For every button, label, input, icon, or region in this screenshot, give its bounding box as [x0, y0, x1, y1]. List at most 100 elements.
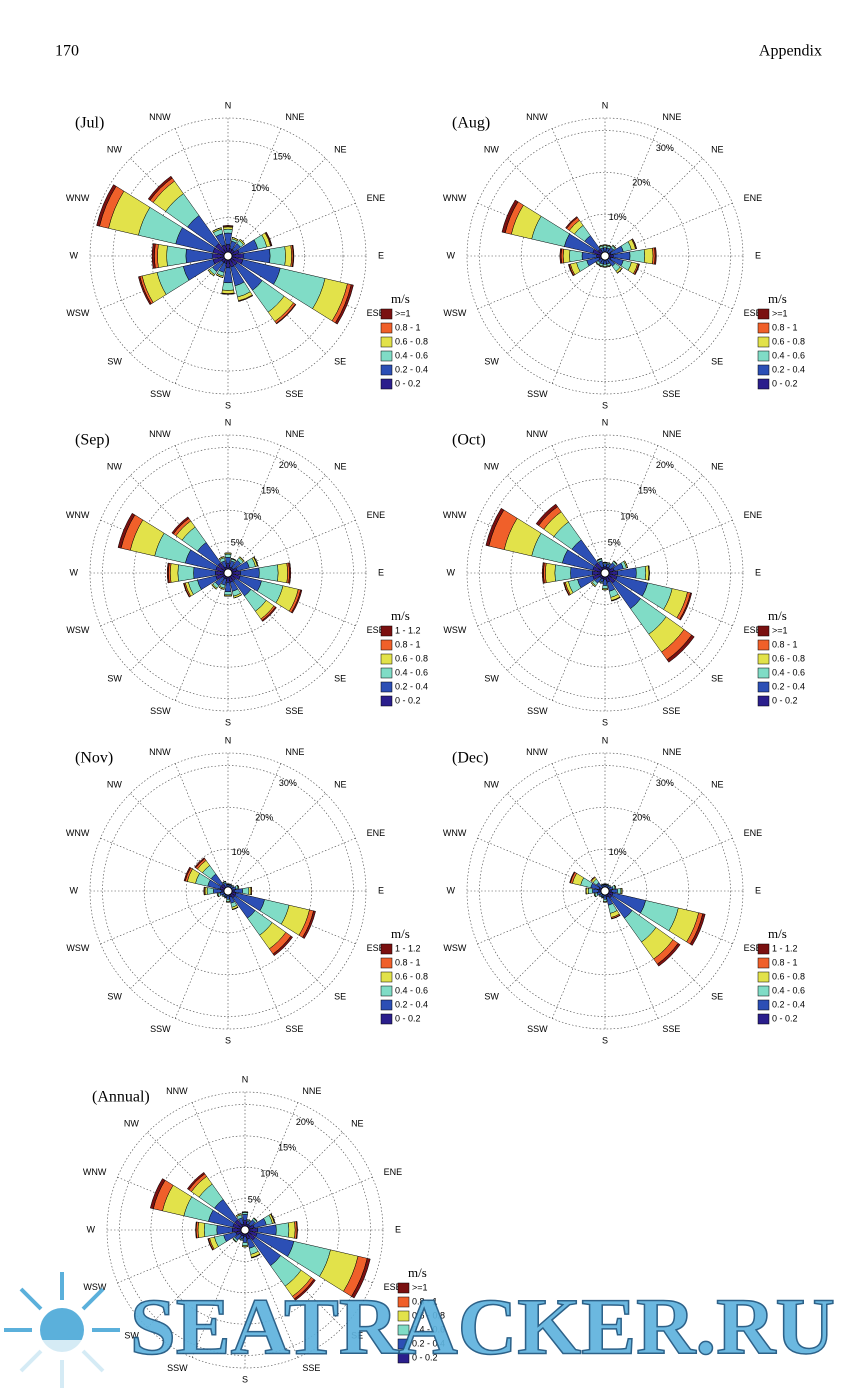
r-tick-label: 15% [638, 486, 656, 496]
legend-swatch [757, 999, 770, 1011]
petal-segment [207, 1238, 214, 1251]
petal-segment [203, 886, 205, 896]
petal-segment [563, 582, 570, 596]
direction-label: ESE [367, 625, 385, 635]
direction-label: NW [484, 779, 499, 789]
spoke [227, 763, 282, 892]
legend-label: 0 - 0.2 [412, 1352, 438, 1362]
direction-label: SSE [285, 706, 303, 716]
petal-segment [258, 564, 279, 582]
direction-label: NNW [166, 1086, 188, 1096]
petal-segment [501, 199, 519, 234]
petal-segment [216, 274, 224, 278]
direction-label: WNW [83, 1167, 107, 1177]
direction-label: SSW [150, 1024, 171, 1034]
grid-circle [521, 172, 689, 340]
direction-label: W [87, 1224, 96, 1234]
legend-label: 0.6 - 0.8 [395, 653, 428, 663]
petal-segment [147, 175, 173, 201]
petal-segment [218, 587, 225, 590]
legend-label: 0.8 - 1 [395, 639, 421, 649]
direction-label: SSW [527, 389, 548, 399]
petal-segment [197, 1221, 206, 1239]
legend-label: 0.8 - 1 [772, 957, 798, 967]
direction-label: SSE [285, 389, 303, 399]
spoke [130, 572, 229, 671]
legend-swatch [397, 1310, 410, 1322]
chart-title: (Sep) [75, 432, 110, 449]
legend-swatch [380, 681, 393, 693]
petal-segment [166, 562, 170, 584]
direction-label: WSW [66, 625, 89, 635]
r-tick-label: 20% [296, 1117, 314, 1127]
legend-label: 1 - 1.2 [772, 943, 798, 953]
legend-title: m/s [768, 926, 787, 941]
grid-circle [521, 807, 689, 975]
legend-swatch [757, 943, 770, 955]
spoke [604, 158, 703, 257]
legend-label: >=1 [772, 625, 788, 635]
direction-label: NE [334, 144, 347, 154]
legend-swatch [757, 1013, 770, 1025]
legend-label: 0.2 - 0.4 [395, 999, 428, 1009]
legend-swatch [380, 322, 393, 334]
legend-swatch [380, 625, 393, 637]
legend-label: 0.2 - 0.4 [395, 681, 428, 691]
direction-label: S [602, 717, 608, 727]
petal-segment [617, 888, 622, 894]
direction-label: NNW [149, 429, 171, 439]
legend-label: >=1 [412, 1282, 428, 1292]
legend-swatch [757, 350, 770, 362]
direction-label: W [70, 885, 79, 895]
petal-segment [203, 1223, 218, 1237]
legend-label: 0.6 - 0.8 [772, 653, 805, 663]
legend-swatch [397, 1296, 410, 1308]
legend-label: 0 - 0.2 [772, 1013, 798, 1023]
legend-swatch [757, 957, 770, 969]
petal-segment [223, 232, 233, 245]
center [600, 568, 610, 578]
direction-label: NE [334, 461, 347, 471]
r-tick-label: 5% [231, 537, 244, 547]
petal-segment [302, 910, 316, 939]
direction-label: ENE [744, 828, 763, 838]
petal-segment [272, 935, 293, 956]
grid-circle [144, 807, 312, 975]
legend-swatch [380, 378, 393, 390]
direction-label: ENE [367, 193, 386, 203]
direction-label: NNE [662, 429, 681, 439]
direction-label: NW [107, 144, 122, 154]
petal-segment [602, 898, 608, 902]
petal-segment [588, 887, 593, 895]
direction-label: S [225, 717, 231, 727]
direction-label: ENE [744, 510, 763, 520]
legend-swatch [757, 336, 770, 348]
legend-swatch [397, 1324, 410, 1336]
direction-label: WNW [66, 828, 90, 838]
r-tick-label: 20% [632, 177, 650, 187]
legend-title: m/s [391, 926, 410, 941]
wind-rose: N NNE NE ENE E ESE SE SSE S SSW SW WSW W WNW NW NNW 10% 2… [443, 100, 805, 410]
spoke [604, 763, 659, 892]
legend-label: 0.8 - 1 [772, 322, 798, 332]
direction-label: ENE [384, 1167, 403, 1177]
spoke [604, 128, 659, 257]
legend-label: 0.8 - 1 [395, 957, 421, 967]
petal-segment [96, 184, 117, 227]
direction-label: NNE [285, 429, 304, 439]
legend-label: 0.4 - 0.6 [412, 1324, 445, 1334]
grid-circle [479, 447, 731, 699]
legend-title: m/s [768, 291, 787, 306]
legend-swatch [380, 943, 393, 955]
spoke [604, 255, 659, 384]
r-tick-label: 5% [608, 537, 621, 547]
r-tick-label: 10% [251, 183, 269, 193]
r-tick-label: 20% [632, 812, 650, 822]
legend-label: 0.6 - 0.8 [772, 971, 805, 981]
direction-label: SSE [662, 389, 680, 399]
petal-segment [595, 262, 599, 266]
petal-segment [617, 268, 623, 274]
legend-label: 0.6 - 0.8 [772, 336, 805, 346]
legend-label: 0.2 - 0.4 [772, 364, 805, 374]
r-tick-label: 10% [620, 512, 638, 522]
